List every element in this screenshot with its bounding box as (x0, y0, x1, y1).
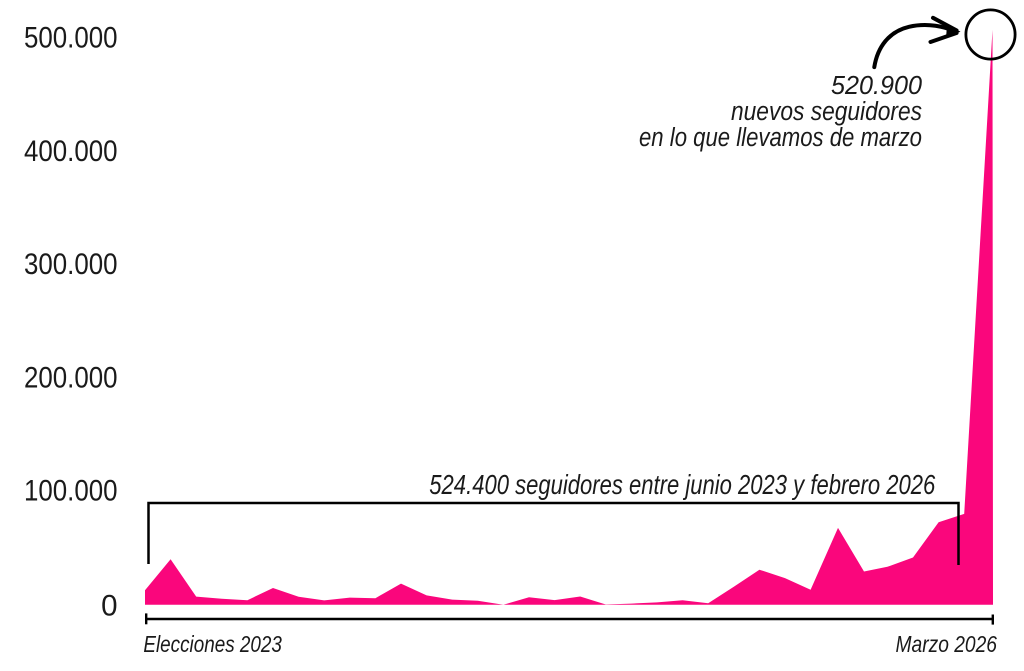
svg-text:520.900: 520.900 (831, 72, 922, 100)
svg-text:400.000: 400.000 (24, 135, 118, 168)
svg-text:100.000: 100.000 (24, 475, 118, 508)
svg-text:300.000: 300.000 (24, 248, 118, 281)
svg-text:nuevos seguidores: nuevos seguidores (731, 98, 922, 126)
svg-text:en lo que llevamos de marzo: en lo que llevamos de marzo (639, 124, 922, 152)
svg-text:Marzo 2026: Marzo 2026 (896, 631, 998, 657)
svg-text:200.000: 200.000 (24, 361, 118, 394)
svg-text:500.000: 500.000 (24, 22, 118, 55)
svg-text:0: 0 (101, 589, 117, 622)
svg-text:524.400 seguidores entre junio: 524.400 seguidores entre junio 2023 y fe… (429, 469, 935, 500)
svg-text:Elecciones 2023: Elecciones 2023 (143, 631, 282, 657)
